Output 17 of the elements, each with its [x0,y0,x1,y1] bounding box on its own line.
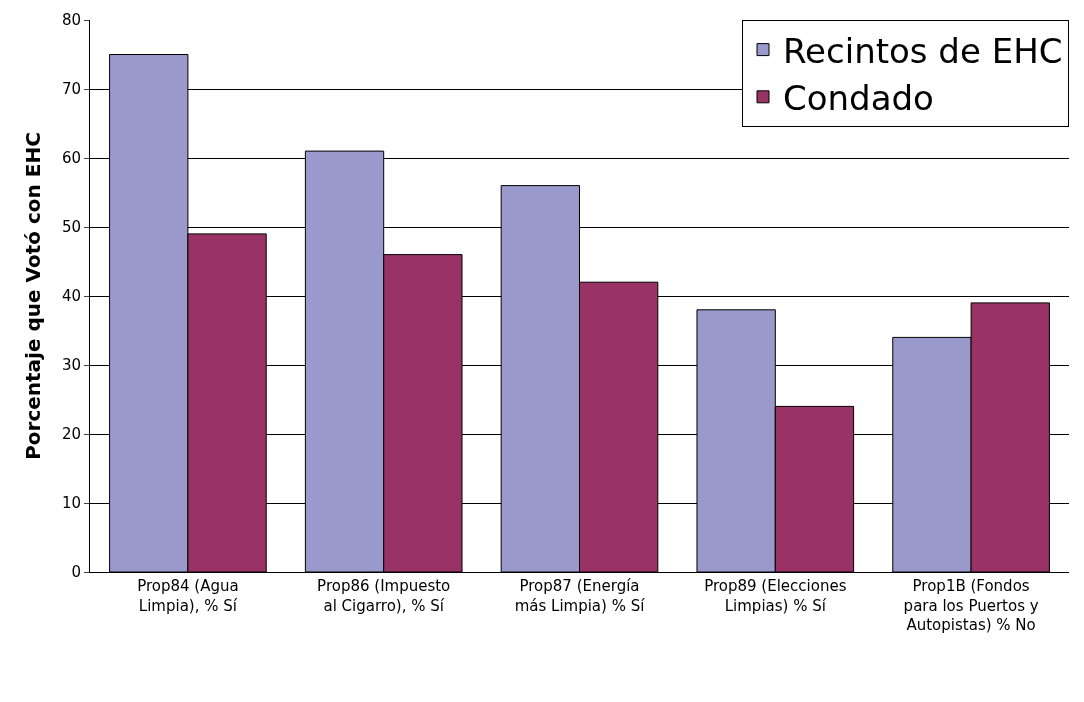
x-tick-label: Prop89 (Elecciones Limpias) % Sí [704,577,847,615]
legend-label: Condado [783,78,934,119]
y-tick-label: 30 [61,356,81,375]
y-tick-label: 40 [61,287,81,306]
y-tick-label: 10 [61,494,81,513]
y-tick-label: 80 [61,11,81,30]
legend-label: Recintos de EHC [783,30,1063,71]
y-axis-title: Porcentaje que Votó con EHC [21,132,46,460]
y-tick-label: 50 [61,218,81,237]
y-tick-label: 70 [61,80,81,99]
x-tick-label: Prop84 (Agua Limpia), % Sí [137,577,239,615]
x-tick-label: Prop86 (Impuesto al Cigarro), % Sí [317,577,451,615]
y-tick-label: 60 [61,149,81,168]
x-tick-label: Prop1B (Fondos para los Puertos y Autopistas) % No [903,577,1039,634]
x-tick-label: Prop87 (Energía más Limpia) % Sí [514,577,646,615]
y-tick-label: 0 [71,563,81,582]
y-tick-label: 20 [61,425,81,444]
